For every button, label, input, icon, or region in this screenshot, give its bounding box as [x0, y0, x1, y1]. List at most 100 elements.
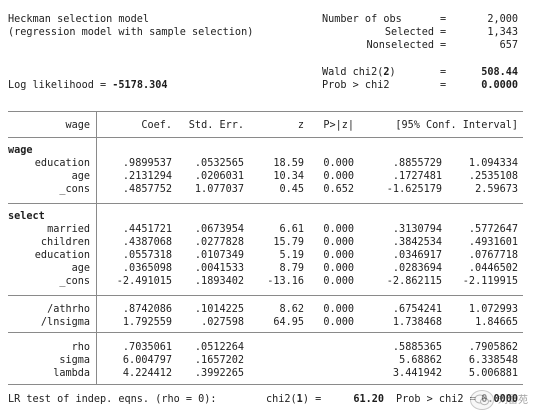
- lr-prob-value: 0.0000: [481, 394, 518, 405]
- cell-z: 8.62: [279, 304, 304, 315]
- lr-chi2-label: chi2(1) =: [266, 394, 322, 405]
- cell-z: 18.59: [273, 158, 304, 169]
- equals-sign: =: [440, 40, 447, 51]
- cell-p: 0.000: [323, 237, 354, 248]
- cell-coef: .0557318: [122, 250, 172, 261]
- cell-z: 0.45: [279, 184, 304, 195]
- row-label: /lnsigma: [40, 317, 90, 328]
- section-rule: [8, 332, 523, 333]
- cell-se: .0673954: [194, 224, 244, 235]
- cell-p: 0.000: [323, 317, 354, 328]
- section-title-select: select: [8, 211, 45, 222]
- cell-hi: 1.84665: [475, 317, 518, 328]
- col-header-p: P>|z|: [323, 120, 354, 131]
- section-title-wage: wage: [8, 145, 33, 156]
- cell-hi: -2.119915: [462, 276, 518, 287]
- cell-lo: -2.862115: [386, 276, 442, 287]
- col-header-ci: [95% Conf. Interval]: [395, 120, 518, 131]
- equals-sign: =: [440, 14, 447, 25]
- cell-hi: 5.006881: [468, 368, 518, 379]
- watermark-text: 刘雷苑: [498, 394, 528, 406]
- cell-hi: .2535108: [468, 171, 518, 182]
- cell-lo: .0283694: [392, 263, 442, 274]
- cell-p: 0.000: [323, 276, 354, 287]
- cell-p: 0.000: [323, 304, 354, 315]
- cell-se: .0512264: [194, 342, 244, 353]
- row-label: education: [34, 250, 90, 261]
- wechat-icon: [470, 390, 494, 410]
- cell-coef: 6.004797: [122, 355, 172, 366]
- cell-lo: -1.625179: [386, 184, 442, 195]
- cell-se: .027598: [201, 317, 244, 328]
- row-label: /athrho: [47, 304, 90, 315]
- cell-se: 1.077037: [194, 184, 244, 195]
- row-label: _cons: [59, 276, 90, 287]
- row-label: age: [71, 171, 90, 182]
- section-rule: [8, 203, 523, 204]
- cell-se: .0532565: [194, 158, 244, 169]
- cell-coef: .0365098: [122, 263, 172, 274]
- row-label: education: [34, 158, 90, 169]
- cell-lo: 1.738468: [392, 317, 442, 328]
- cell-coef: .8742086: [122, 304, 172, 315]
- row-label: rho: [71, 342, 90, 353]
- cell-p: 0.000: [323, 263, 354, 274]
- cell-coef: .4387068: [122, 237, 172, 248]
- equals-sign: =: [440, 27, 447, 38]
- row-label: lambda: [53, 368, 90, 379]
- cell-hi: .0767718: [468, 250, 518, 261]
- nobs-value: 2,000: [487, 14, 518, 25]
- cell-lo: .5885365: [392, 342, 442, 353]
- table-bottom-rule: [8, 384, 523, 385]
- cell-coef: .7035061: [122, 342, 172, 353]
- cell-p: 0.000: [323, 224, 354, 235]
- col-header-se: Std. Err.: [188, 120, 244, 131]
- cell-z: 64.95: [273, 317, 304, 328]
- cell-hi: 2.59673: [475, 184, 518, 195]
- cell-se: .3992265: [194, 368, 244, 379]
- cell-coef: .4857752: [122, 184, 172, 195]
- cell-z: 6.61: [279, 224, 304, 235]
- cell-z: 5.19: [279, 250, 304, 261]
- cell-lo: .1727481: [392, 171, 442, 182]
- equals-sign: =: [440, 67, 447, 78]
- col-header-var: wage: [65, 120, 90, 131]
- log-likelihood: Log likelihood = -5178.304: [8, 80, 168, 91]
- watermark: 刘雷苑: [470, 386, 554, 414]
- selected-label: Selected: [384, 27, 434, 38]
- cell-coef: .4451721: [122, 224, 172, 235]
- cell-hi: .0446502: [468, 263, 518, 274]
- cell-hi: .7905862: [468, 342, 518, 353]
- cell-hi: 6.338548: [468, 355, 518, 366]
- lr-test-label: LR test of indep. eqns. (rho = 0):: [8, 394, 217, 405]
- cell-hi: .5772647: [468, 224, 518, 235]
- cell-hi: 1.072993: [468, 304, 518, 315]
- wald-chi2-label: Wald chi2(2): [322, 67, 396, 78]
- nonselected-label: Nonselected: [366, 40, 434, 51]
- row-label: children: [40, 237, 90, 248]
- cell-se: .1014225: [194, 304, 244, 315]
- cell-lo: .8855729: [392, 158, 442, 169]
- cell-coef: 1.792559: [122, 317, 172, 328]
- col-header-coef: Coef.: [141, 120, 172, 131]
- model-title: Heckman selection model: [8, 14, 150, 25]
- model-subtitle: (regression model with sample selection): [8, 27, 254, 38]
- cell-se: .0041533: [194, 263, 244, 274]
- section-rule: [8, 295, 523, 296]
- cell-se: .0277828: [194, 237, 244, 248]
- cell-coef: .2131294: [122, 171, 172, 182]
- cell-p: 0.652: [323, 184, 354, 195]
- prob-chi2-value: 0.0000: [481, 80, 518, 91]
- cell-lo: .3842534: [392, 237, 442, 248]
- cell-z: -13.16: [267, 276, 304, 287]
- cell-z: 8.79: [279, 263, 304, 274]
- cell-coef: .9899537: [122, 158, 172, 169]
- row-label: age: [71, 263, 90, 274]
- column-separator: [96, 111, 97, 385]
- cell-p: 0.000: [323, 250, 354, 261]
- cell-se: .0107349: [194, 250, 244, 261]
- header-rule: [8, 137, 523, 138]
- cell-z: 10.34: [273, 171, 304, 182]
- cell-lo: 3.441942: [392, 368, 442, 379]
- equals-sign: =: [440, 80, 447, 91]
